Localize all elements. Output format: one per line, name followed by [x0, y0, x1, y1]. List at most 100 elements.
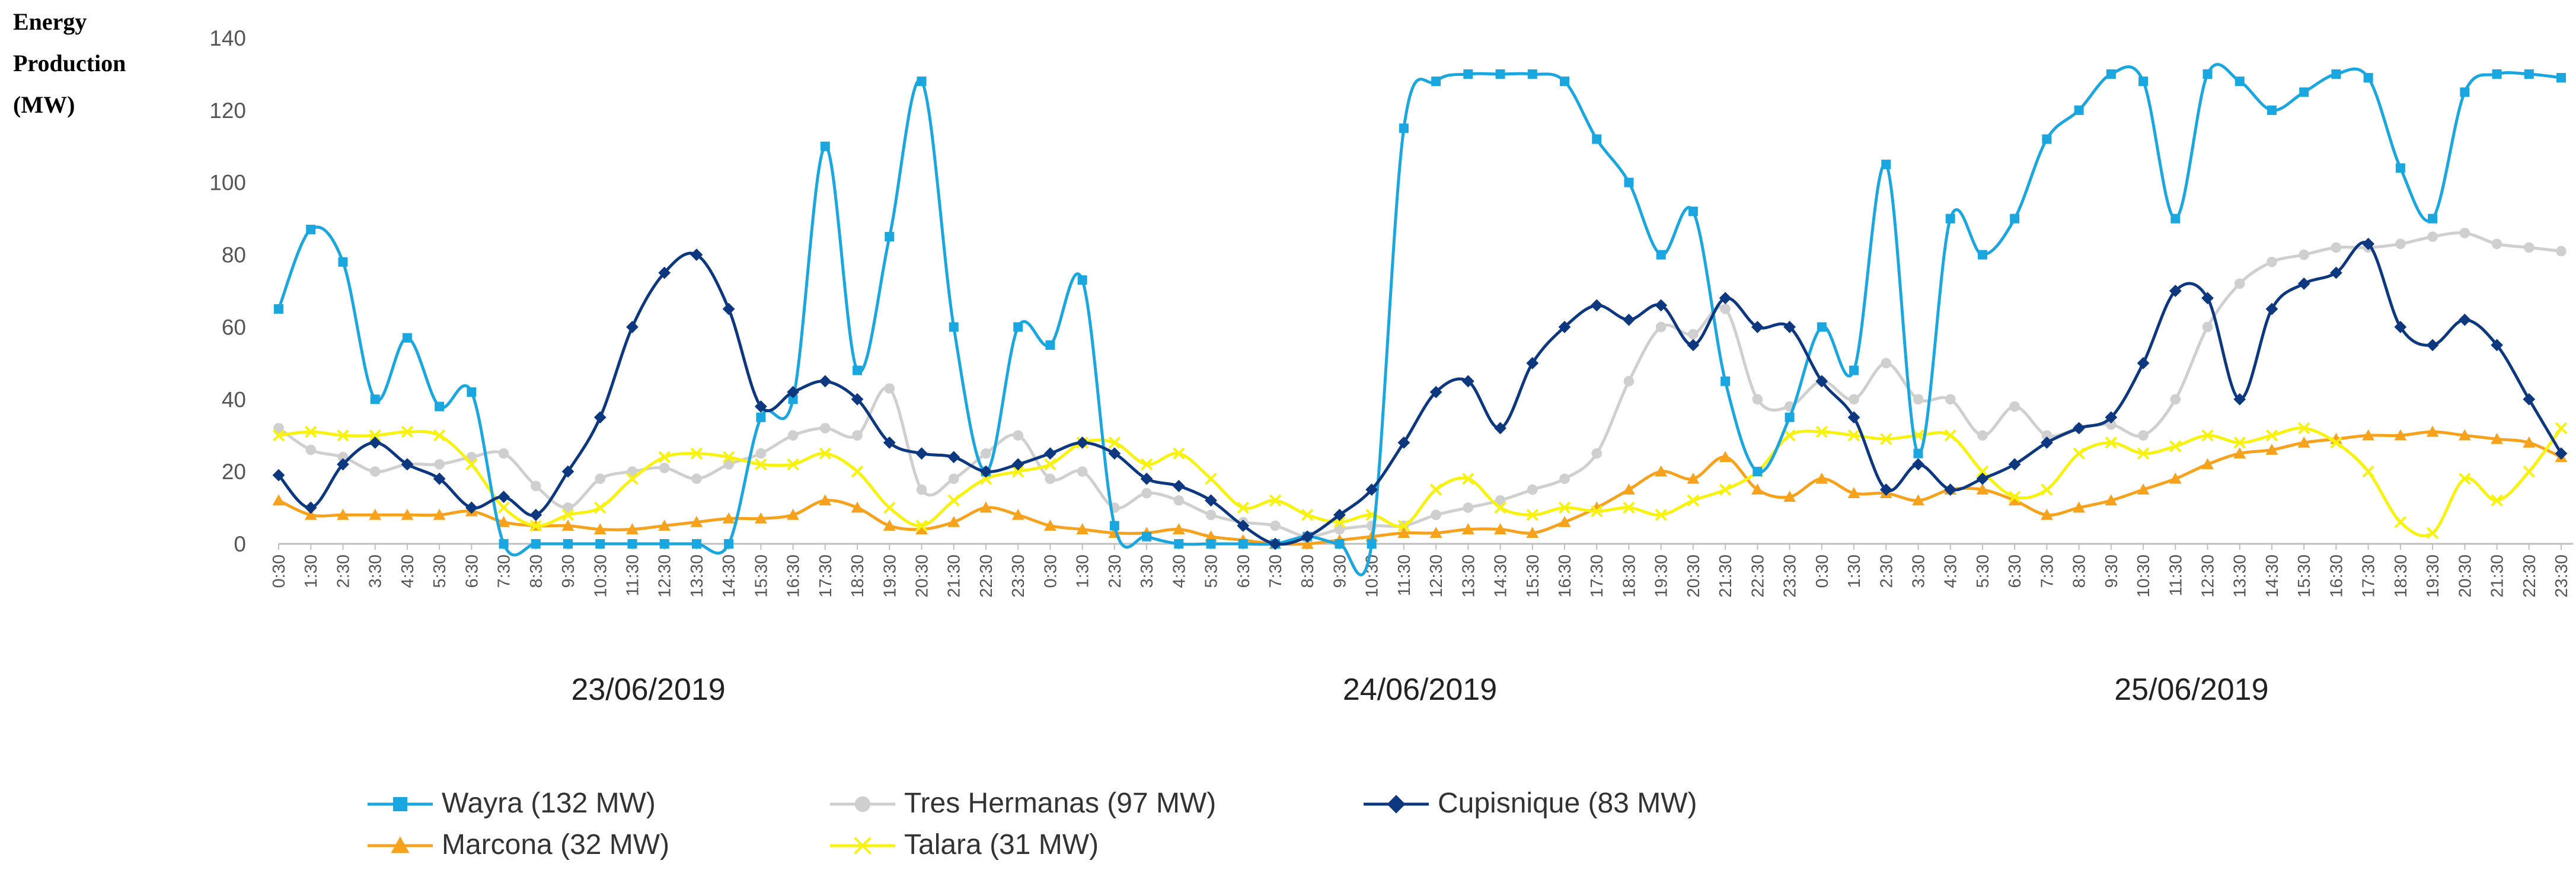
data-point — [1494, 523, 1506, 534]
data-point — [1301, 530, 1314, 543]
x-tick-label: 3:30 — [1909, 554, 1928, 588]
data-point — [2040, 508, 2053, 520]
x-tick-label: 6:30 — [1234, 554, 1253, 588]
series-tres — [273, 228, 2567, 542]
data-point — [2267, 105, 2277, 115]
data-point — [529, 508, 542, 521]
x-tick-label: 12:30 — [656, 554, 675, 598]
data-point — [497, 490, 510, 503]
x-tick-label: 9:30 — [559, 554, 578, 588]
x-tick-label: 3:30 — [1138, 554, 1157, 588]
data-point — [787, 458, 799, 471]
data-point — [1526, 356, 1539, 369]
data-point — [2041, 483, 2053, 496]
data-point — [885, 232, 895, 242]
data-point — [1752, 394, 1763, 405]
data-point — [2459, 473, 2471, 485]
data-point — [690, 516, 703, 527]
data-point — [1527, 484, 1538, 495]
data-point — [1944, 429, 1956, 442]
data-point — [1559, 473, 1570, 485]
data-point — [1688, 329, 1699, 340]
data-point — [1461, 523, 1474, 534]
data-point — [1719, 451, 1732, 463]
x-tick-label: 14:30 — [1492, 554, 1511, 598]
y-tick-label: 140 — [209, 26, 246, 50]
data-point — [272, 469, 285, 482]
data-point — [1977, 250, 1987, 260]
data-point — [724, 539, 734, 549]
data-point — [1011, 465, 1024, 478]
data-point — [304, 501, 317, 514]
data-point — [2362, 237, 2375, 250]
data-point — [2138, 430, 2149, 441]
data-point — [1141, 487, 1152, 499]
data-point — [2428, 213, 2438, 224]
data-point — [820, 423, 831, 434]
data-point — [369, 429, 381, 442]
data-point — [1205, 509, 1217, 521]
data-point — [2073, 422, 2086, 435]
data-point — [1880, 433, 1892, 445]
data-point — [1847, 411, 1860, 424]
legend-label: Cupisnique (83 MW) — [1438, 788, 1697, 819]
data-point — [402, 333, 412, 343]
y-axis-title: Energy Production (MW) — [13, 8, 126, 118]
data-point — [1301, 537, 1314, 549]
date-label: 24/06/2019 — [1343, 673, 1497, 707]
x-tick-label: 18:30 — [1620, 554, 1639, 598]
data-point — [1785, 412, 1795, 422]
data-point — [1495, 495, 1506, 506]
data-point — [1142, 531, 1152, 541]
data-point — [1847, 487, 1860, 499]
data-point — [1462, 473, 1474, 485]
data-point — [2233, 447, 2246, 458]
data-point — [947, 516, 960, 527]
data-point — [2523, 465, 2535, 478]
data-point — [305, 444, 317, 455]
data-point — [1365, 483, 1378, 496]
x-tick-label: 17:30 — [1588, 554, 1607, 598]
series-marcona — [272, 425, 2568, 549]
data-point — [2008, 458, 2021, 471]
data-point — [2459, 228, 2470, 238]
x-tick-label: 22:30 — [1748, 554, 1767, 598]
data-point — [2458, 429, 2471, 441]
data-point — [465, 458, 478, 471]
data-point — [2137, 356, 2150, 369]
series-wayra — [274, 63, 2566, 576]
x-tick-label: 15:30 — [2295, 554, 2314, 598]
data-point — [1879, 483, 1892, 496]
series-line — [277, 231, 2562, 538]
data-point — [1172, 480, 1185, 492]
data-point — [594, 501, 607, 514]
data-point — [1560, 77, 1570, 87]
data-point — [561, 509, 574, 521]
data-point — [1945, 213, 1955, 224]
data-point — [2297, 436, 2310, 448]
x-tick-label: 0:30 — [270, 554, 289, 588]
data-point — [1687, 472, 1700, 484]
y-tick-label: 100 — [209, 171, 246, 195]
data-point — [981, 448, 991, 459]
date-labels: 23/06/2019 24/06/2019 25/06/2019 — [571, 673, 2268, 707]
legend-label: Talara (31 MW) — [904, 829, 1099, 860]
data-point — [2299, 87, 2309, 97]
data-point — [2427, 231, 2438, 242]
data-point — [2555, 447, 2568, 460]
data-point — [2234, 278, 2245, 289]
data-point — [722, 302, 735, 315]
data-point — [2297, 277, 2310, 290]
data-point — [1720, 304, 1731, 314]
x-tick-label: 13:30 — [2231, 554, 2250, 598]
x-tick-label: 20:30 — [2456, 554, 2475, 598]
data-point — [401, 425, 414, 438]
data-point — [1495, 69, 1505, 79]
data-point — [1817, 322, 1827, 332]
data-point — [947, 494, 960, 507]
data-point — [465, 501, 478, 514]
data-point — [1237, 520, 1250, 532]
data-point — [1108, 447, 1121, 460]
data-point — [2040, 436, 2053, 449]
x-tick-label: 1:30 — [302, 554, 321, 588]
